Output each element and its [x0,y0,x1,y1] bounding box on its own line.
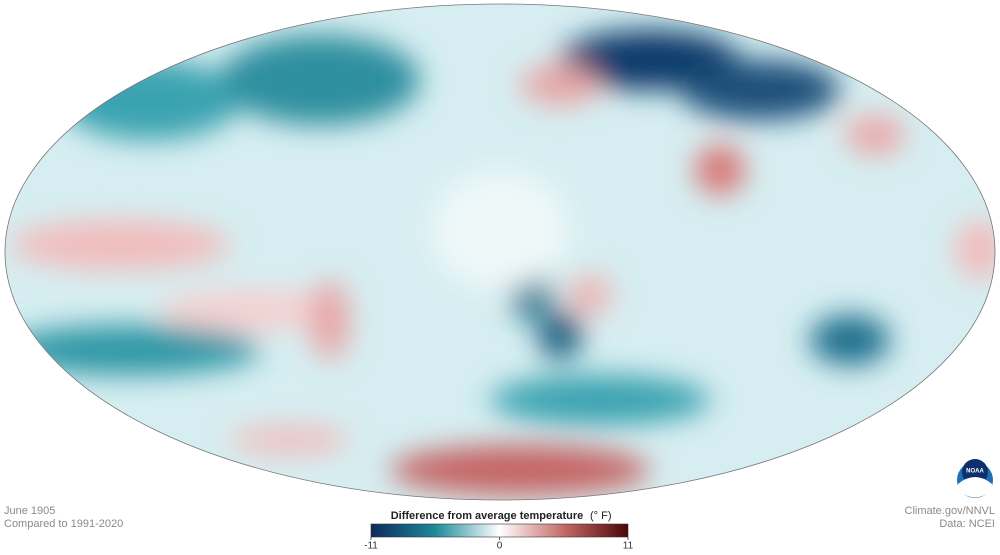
credit: Climate.gov/NNVL [905,505,995,517]
baseline: Compared to 1991-2020 [4,518,123,530]
noaa-logo: NOAA [957,459,993,498]
legend-tick-label: -11 [364,541,378,552]
globe-outline [4,3,996,501]
source: Data: NCEI [939,518,995,530]
color-bar [370,523,629,538]
legend-title: Difference from average temperature [391,510,584,522]
legend-tick-label: 11 [623,541,634,552]
legend-unit: (° F) [590,510,612,522]
logo-text: NOAA [966,469,984,475]
legend-tick-label: 0 [497,541,503,552]
date: June 1905 [4,505,55,517]
